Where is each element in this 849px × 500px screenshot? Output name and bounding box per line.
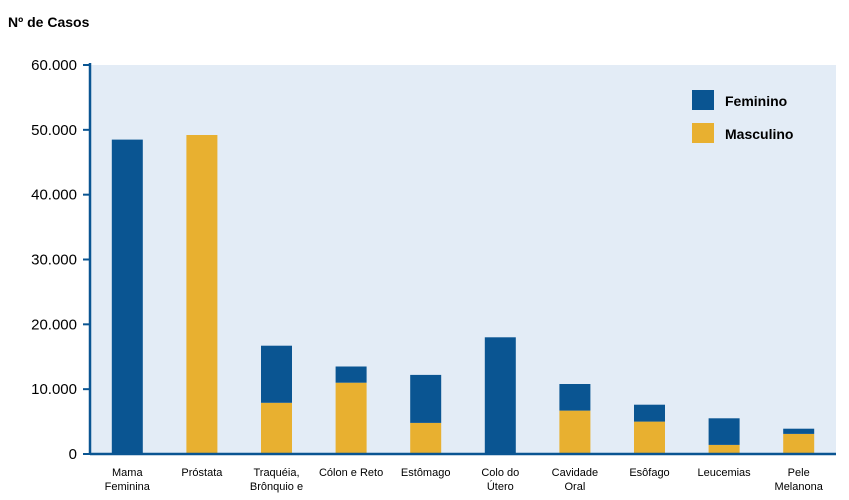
bars	[111, 135, 815, 454]
x-category-label: Mama Feminina	[105, 467, 151, 493]
x-category-label: Leucemias	[697, 467, 751, 479]
bar-masculino	[559, 410, 591, 454]
y-tick-label: 60.000	[31, 57, 77, 74]
bar-feminino	[261, 345, 292, 403]
x-axis-labels: Mama Feminina Próstata Traquéia, Brônquio e C…	[105, 467, 824, 493]
bar-feminino	[634, 404, 665, 422]
x-category-label: Estômago	[401, 467, 451, 479]
x-category-label: Esôfago	[629, 467, 669, 479]
legend-label-masculino: Masculino	[725, 126, 793, 142]
y-tick-label: 10.000	[31, 381, 77, 398]
bar-feminino	[783, 428, 815, 434]
bar-masculino	[335, 382, 367, 454]
axes	[88, 63, 836, 456]
bar-feminino	[484, 337, 516, 454]
y-tick-label: 50.000	[31, 122, 77, 139]
bar-feminino	[410, 374, 442, 423]
legend: Feminino Masculino	[692, 90, 793, 143]
bar-masculino	[410, 422, 442, 454]
bar-masculino	[708, 444, 740, 454]
bar-masculino	[186, 135, 218, 454]
y-tick-label: 40.000	[31, 187, 77, 204]
y-axis-title: Nº de Casos	[8, 14, 90, 30]
legend-swatch-masculino	[692, 123, 714, 143]
y-tick-label: 0	[69, 446, 77, 463]
legend-swatch-feminino	[692, 90, 714, 110]
bar-masculino	[783, 433, 815, 454]
x-category-label: Colo do Útero	[481, 467, 519, 493]
x-category-label: Cavidade Oral	[552, 467, 598, 493]
bar-feminino	[559, 384, 591, 411]
bar-masculino	[634, 421, 665, 454]
x-category-label: Traquéia, Brônquio e	[250, 467, 303, 493]
y-tick-label: 30.000	[31, 252, 77, 269]
legend-label-feminino: Feminino	[725, 93, 787, 109]
bar-feminino	[335, 366, 367, 383]
bar-masculino	[261, 402, 292, 454]
y-tick-label: 20.000	[31, 316, 77, 333]
bar-feminino	[111, 139, 143, 454]
x-category-label: Cólon e Reto	[319, 467, 383, 479]
bar-feminino	[708, 418, 740, 445]
y-axis-ticks: 0 10.000 20.000 30.000 40.000 50.000 60.000	[31, 57, 90, 463]
x-category-label: Pele Melanona	[775, 467, 824, 493]
x-category-label: Próstata	[181, 467, 223, 479]
